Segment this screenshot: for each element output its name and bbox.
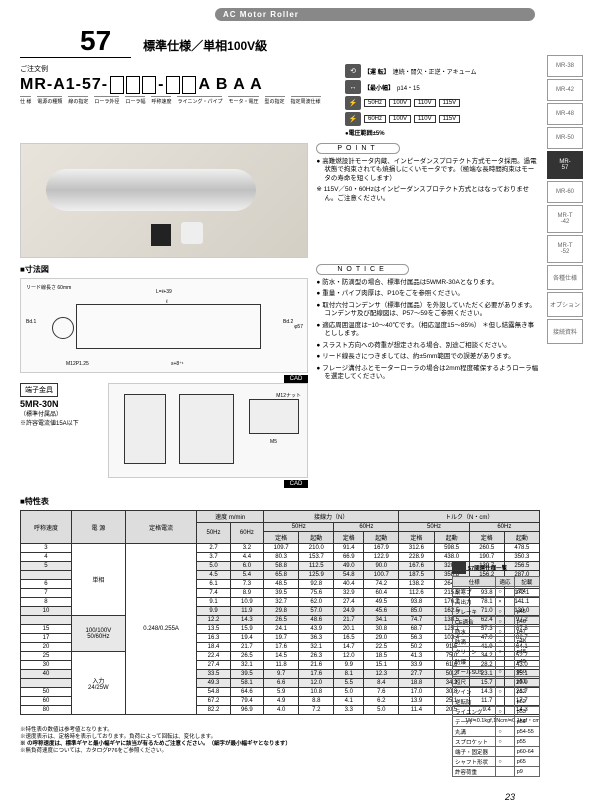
spec-box <box>110 76 124 94</box>
rotation-icon: ⟲ <box>345 64 361 78</box>
terminal-sub: （標準付属品） <box>20 409 100 418</box>
product-photo <box>20 143 308 258</box>
related-spec-index: 57関連仕様一覧 仕様適応記載耐寒プ○p24高出力×—ブレーキ○p45CE適合○… <box>452 562 540 777</box>
notice-box: NOTICE 防水・防滴型の場合、標準付属品は5WMR-30Aとなります。重量・… <box>316 264 540 488</box>
page-number: 23 <box>505 792 515 802</box>
spec-box <box>142 76 156 94</box>
part-number: MR-A1-57- - A B A A <box>20 76 335 94</box>
annotation-row: 仕 様電源の種類線の指定ローラ外径ローラ幅呼称速度ライニング・パイプモータ・電圧… <box>20 96 335 105</box>
spec-table-title: ■特性表 <box>20 496 540 507</box>
book-icon <box>452 562 466 574</box>
sidebar-tabs: MR-38MR-42MR-48MR-50MR- 57MR-60MR-T -42M… <box>547 55 583 344</box>
dimension-title: ■寸法図 <box>20 264 308 275</box>
spec-box <box>166 76 180 94</box>
spec-label: 【最小幅】 <box>364 83 394 92</box>
part-prefix: MR-A1-57- <box>20 76 108 94</box>
notice-header: NOTICE <box>316 264 408 275</box>
cad-badge: CAD <box>284 480 309 488</box>
terminal-note: ※許容電流値15A以下 <box>20 418 100 427</box>
series-number: 57 <box>20 25 131 58</box>
series-label: 標準仕様／単相100V級 <box>143 37 267 54</box>
point-header: POINT <box>316 143 399 154</box>
terminal-diagram: M12ナット M5 <box>108 383 308 478</box>
part-suffix: A B A A <box>198 76 262 94</box>
voltage-table: ⚡50Hz100V110V115V⚡60Hz100V110V115V <box>345 96 540 126</box>
terminal-model: 5MR-30N <box>20 399 100 409</box>
width-icon: ↔ <box>345 80 361 94</box>
spec-box <box>126 76 140 94</box>
point-box: POINT 高難燃設計モータ内蔵、インピーダンスプロテクト方式モータ採用。過電状… <box>316 143 540 258</box>
cad-badge: CAD <box>284 375 309 383</box>
order-example-label: ご注文例 <box>20 64 335 74</box>
spec-text: 連続・閒欠・正逆・アキューム <box>393 67 477 76</box>
spec-label: 【運 転】 <box>364 67 390 76</box>
dimension-diagram: リード線長さ 60mm Bd.1 M12P1.25 L=ℓ+39 ℓ s+8⁺¹… <box>20 278 308 373</box>
spec-box <box>182 76 196 94</box>
terminal-label: 端子金具 <box>20 383 58 397</box>
tolerance: ●電圧範囲±5% <box>345 128 540 137</box>
header-band: AC Motor Roller <box>215 8 535 21</box>
spec-text: p14・15 <box>397 83 420 92</box>
